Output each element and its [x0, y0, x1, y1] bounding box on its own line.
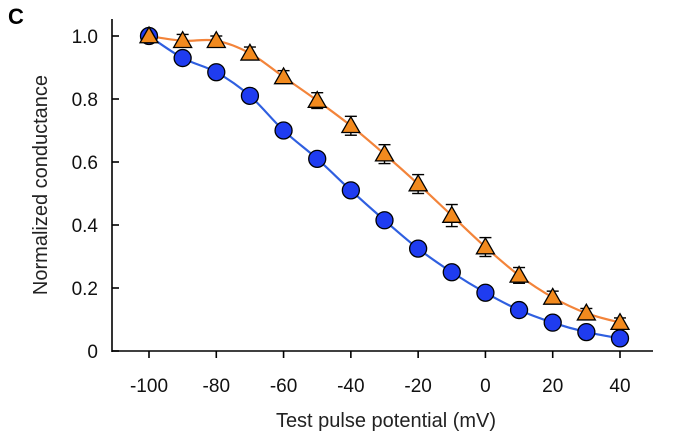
y-tick-label: 0.8 — [72, 90, 98, 111]
y-tick-label: 0.2 — [72, 279, 98, 300]
blue-circle-point — [610, 329, 630, 348]
blue-circle-point — [476, 283, 495, 302]
orange-triangle-point — [273, 66, 294, 85]
blue-circle-point — [509, 300, 529, 320]
y-tick-label: 0.4 — [72, 216, 99, 237]
panel-label: C — [8, 4, 24, 29]
blue-circle-point — [308, 149, 327, 169]
orange-triangle-point — [408, 173, 429, 192]
y-tick-label: 0.6 — [72, 153, 98, 174]
orange-triangle-point — [374, 143, 395, 162]
blue-circle-point — [543, 313, 562, 332]
blue-circle-point — [442, 263, 461, 282]
x-tick-label: -80 — [203, 376, 230, 397]
y-axis-title: Normalized conductance — [30, 75, 52, 295]
x-tick-label: 0 — [480, 376, 491, 397]
orange-triangle-point — [340, 115, 361, 134]
x-tick-label: -100 — [130, 376, 168, 397]
orange-triangle-point — [172, 30, 193, 49]
orange-triangle-point — [138, 25, 160, 44]
blue-circle-point — [341, 181, 361, 200]
blue-circle-point — [274, 121, 293, 140]
blue-circle-point — [408, 239, 428, 258]
y-axis: 0 0.2 0.4 0.6 0.8 1.0 — [72, 19, 119, 363]
blue-circle-point — [240, 86, 260, 105]
orange-triangle-point — [441, 205, 462, 223]
orange-triangle-point — [609, 312, 631, 331]
orange-triangle-point — [206, 30, 227, 49]
orange-triangle-point — [239, 43, 261, 61]
orange-triangle-point — [475, 236, 496, 255]
y-tick-label: 0 — [87, 342, 98, 363]
orange-triangle-point — [508, 265, 530, 283]
blue-circle-point — [375, 211, 394, 230]
y-tick-label: 1.0 — [72, 27, 98, 48]
x-tick-label: -20 — [404, 376, 431, 397]
blue-circle-point — [577, 322, 596, 342]
data-markers — [138, 25, 631, 348]
x-axis: -100 -80 -60 -40 -20 0 20 40 — [112, 350, 653, 397]
x-tick-label: -60 — [270, 376, 297, 397]
x-tick-label: -40 — [337, 376, 364, 397]
orange-triangle-point — [307, 90, 328, 108]
x-tick-label: 20 — [542, 376, 563, 397]
blue-circle-point — [207, 63, 226, 82]
orange-triangle-point — [576, 302, 597, 321]
x-axis-title: Test pulse potential (mV) — [276, 410, 496, 432]
blue-circle-point — [173, 48, 192, 68]
orange-triangle-point — [542, 287, 563, 305]
x-tick-label: 40 — [609, 376, 630, 397]
